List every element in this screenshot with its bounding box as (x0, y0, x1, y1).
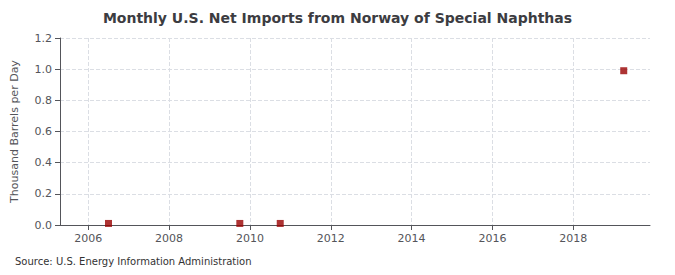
svg-text:1.0: 1.0 (35, 63, 53, 76)
svg-text:2012: 2012 (317, 232, 345, 245)
svg-text:Thousand Barrels per Day: Thousand Barrels per Day (8, 60, 21, 204)
svg-text:Source: U.S. Energy Informatio: Source: U.S. Energy Information Administ… (15, 256, 252, 267)
svg-text:2008: 2008 (155, 232, 183, 245)
svg-text:2010: 2010 (236, 232, 264, 245)
svg-text:2016: 2016 (478, 232, 506, 245)
svg-text:0.6: 0.6 (35, 125, 53, 138)
svg-text:1.2: 1.2 (35, 32, 53, 45)
svg-text:Monthly U.S. Net Imports from: Monthly U.S. Net Imports from Norway of … (103, 10, 572, 26)
svg-text:0.8: 0.8 (35, 94, 53, 107)
svg-text:0.0: 0.0 (35, 219, 53, 232)
svg-text:2014: 2014 (398, 232, 426, 245)
svg-text:2018: 2018 (559, 232, 587, 245)
svg-text:0.4: 0.4 (35, 156, 53, 169)
svg-text:0.2: 0.2 (35, 187, 53, 200)
svg-text:2006: 2006 (74, 232, 102, 245)
